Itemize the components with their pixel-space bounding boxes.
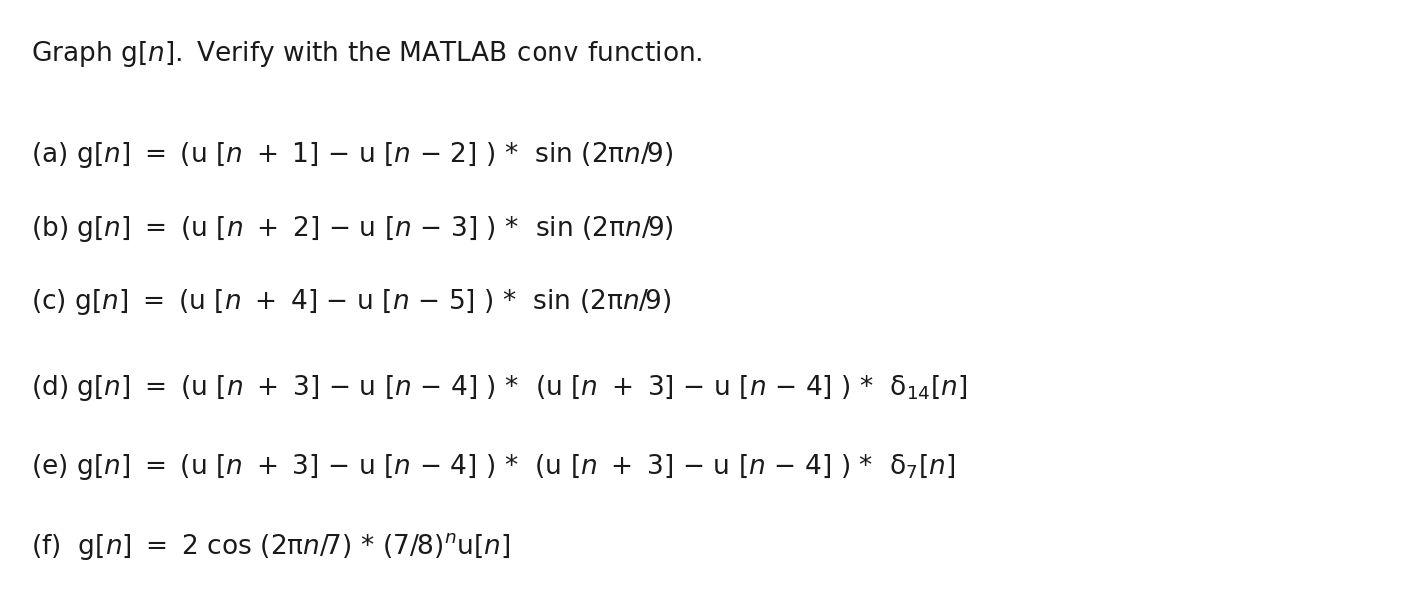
Text: $\mathrm{(c)\ g[}\mathit{n}\mathrm{]\ =\ (u\ [}\mathit{n}\mathrm{\ +\ 4]\ {-}\ u: $\mathrm{(c)\ g[}\mathit{n}\mathrm{]\ =\… xyxy=(31,287,672,317)
Text: $\mathrm{(a)\ g[}\mathit{n}\mathrm{]\ =\ (u\ [}\mathit{n}\mathrm{\ +\ 1]\ {-}\ u: $\mathrm{(a)\ g[}\mathit{n}\mathrm{]\ =\… xyxy=(31,140,673,170)
Text: $\mathrm{(b)\ g[}\mathit{n}\mathrm{]\ =\ (u\ [}\mathit{n}\mathrm{\ +\ 2]\ {-}\ u: $\mathrm{(b)\ g[}\mathit{n}\mathrm{]\ =\… xyxy=(31,214,674,244)
Text: $\mathrm{(f)\ \ g[}\mathit{n}\mathrm{]\ =\ 2\ cos\ (2\pi}\mathit{n}\mathrm{/7)\ : $\mathrm{(f)\ \ g[}\mathit{n}\mathrm{]\ … xyxy=(31,531,510,562)
Text: $\mathrm{(e)\ g[}\mathit{n}\mathrm{]\ =\ (u\ [}\mathit{n}\mathrm{\ +\ 3]\ {-}\ u: $\mathrm{(e)\ g[}\mathit{n}\mathrm{]\ =\… xyxy=(31,452,956,482)
Text: $\mathrm{(d)\ g[}\mathit{n}\mathrm{]\ =\ (u\ [}\mathit{n}\mathrm{\ +\ 3]\ {-}\ u: $\mathrm{(d)\ g[}\mathit{n}\mathrm{]\ =\… xyxy=(31,373,967,403)
Text: $\mathrm{Graph\ g[}\mathit{n}\mathrm{].\ Verify\ with\ the\ MATLAB\ }\mathtt{con: $\mathrm{Graph\ g[}\mathit{n}\mathrm{].\… xyxy=(31,39,703,69)
